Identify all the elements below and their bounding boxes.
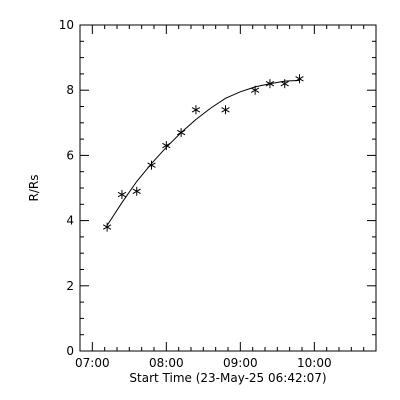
y-tick-label: 2 <box>66 279 74 293</box>
data-point <box>176 128 186 138</box>
x-axis-label: Start Time (23-May-25 06:42:07) <box>129 371 326 385</box>
data-point <box>280 79 289 89</box>
ticks <box>79 24 377 352</box>
x-tick-label: 07:00 <box>75 356 110 370</box>
data-point <box>102 222 112 232</box>
data-point <box>250 85 260 95</box>
y-tick-label: 8 <box>66 83 74 97</box>
fit-curve <box>106 79 300 226</box>
y-tick-label: 10 <box>59 18 74 32</box>
y-tick-label: 6 <box>66 148 74 162</box>
x-tick-label: 08:00 <box>149 356 184 370</box>
x-tick-label: 09:00 <box>223 356 258 370</box>
data-point <box>132 186 141 196</box>
data-point <box>117 190 127 200</box>
data-point <box>162 141 171 151</box>
y-tick-label: 0 <box>66 344 74 358</box>
data-point <box>147 160 156 170</box>
plot-frame <box>79 24 377 352</box>
data-point <box>221 105 230 115</box>
y-tick-label: 4 <box>66 214 74 228</box>
y-axis-label: R/Rs <box>27 175 41 202</box>
x-tick-label: 10:00 <box>297 356 332 370</box>
data-points <box>102 74 304 232</box>
data-point <box>265 79 275 89</box>
data-point <box>295 74 304 84</box>
data-point <box>191 105 201 115</box>
tick-labels: 07:00 08:00 09:00 10:00 0 2 4 6 8 10 <box>59 18 332 370</box>
